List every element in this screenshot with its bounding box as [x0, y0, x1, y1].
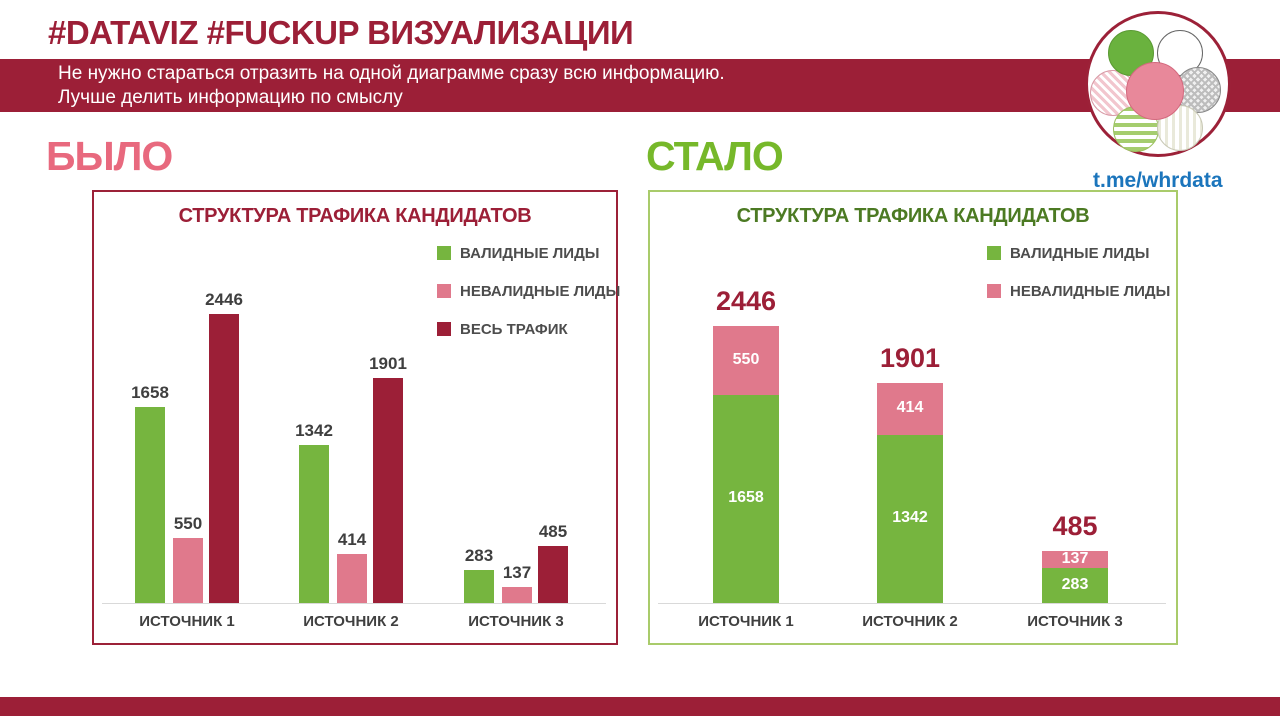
telegram-link[interactable]: t.me/whrdata — [1093, 169, 1223, 192]
bar-value-label: 485 — [538, 522, 568, 541]
legend-item: ВЕСЬ ТРАФИК — [437, 320, 620, 338]
segment-value-label: 1658 — [728, 489, 764, 506]
page-title: #DATAVIZ #FUCKUP ВИЗУАЛИЗАЦИИ — [48, 14, 634, 51]
segment-value-label: 550 — [732, 350, 760, 368]
legend-item: НЕВАЛИДНЫЕ ЛИДЫ — [437, 282, 620, 300]
bar-segment — [135, 407, 165, 603]
chart-after-title: СТРУКТУРА ТРАФИКА КАНДИДАТОВ — [736, 205, 1090, 227]
legend-item: ВАЛИДНЫЕ ЛИДЫ — [987, 244, 1170, 262]
bar-value-label: 1658 — [131, 383, 169, 402]
segment-value-label: 137 — [1061, 549, 1089, 567]
total-value-label: 2446 — [715, 286, 777, 316]
total-value-label: 485 — [1052, 511, 1098, 541]
bar-value-label: 414 — [337, 530, 367, 549]
chart-before-title: СТРУКТУРА ТРАФИКА КАНДИДАТОВ — [178, 205, 532, 227]
x-axis-line — [102, 603, 606, 604]
segment-value-label: 414 — [896, 399, 924, 416]
stacked-bar-segment — [1042, 551, 1108, 568]
x-axis-label: ИСТОЧНИК 1 — [698, 613, 794, 630]
logo-petal-checkered-icon — [1175, 67, 1221, 113]
total-value-label: 1901 — [879, 343, 941, 373]
chart-after-legend: ВАЛИДНЫЕ ЛИДЫ НЕВАЛИДНЫЕ ЛИДЫ — [987, 244, 1170, 320]
chart-after-plot: ИСТОЧНИК 1 ИСТОЧНИК 2 ИСТОЧНИК 3 1658 550 244… — [650, 192, 1176, 643]
legend-label: ВЕСЬ ТРАФИК — [460, 320, 568, 338]
legend-color-swatch-icon — [437, 284, 451, 298]
subtitle-banner: Не нужно стараться отразить на одной диа… — [0, 59, 1280, 112]
chart-before-legend: ВАЛИДНЫЕ ЛИДЫ НЕВАЛИДНЫЕ ЛИДЫ ВЕСЬ ТРАФИК — [437, 244, 620, 358]
bar-value-label: 1901 — [369, 354, 407, 373]
x-axis-label: ИСТОЧНИК 2 — [303, 613, 399, 630]
bar-value-label: 1342 — [295, 421, 333, 440]
stacked-bar-segment — [713, 326, 779, 395]
stacked-bar-segment — [877, 435, 943, 603]
bar-segment — [538, 546, 568, 603]
bar-value-label: 283 — [464, 546, 494, 565]
x-axis-line — [658, 603, 1166, 604]
bar-segment — [209, 314, 239, 603]
chart-before-plot: ИСТОЧНИК 1 ИСТОЧНИК 2 ИСТОЧНИК 3 1658 550 244… — [94, 192, 616, 643]
bar-value-label: 137 — [502, 563, 532, 582]
footer-bar — [0, 697, 1280, 716]
whrdata-logo-icon — [1085, 11, 1231, 157]
bar-segment — [502, 587, 532, 603]
stacked-bar-segment — [877, 383, 943, 435]
chart-before: СТРУКТУРА ТРАФИКА КАНДИДАТОВ ВАЛИДНЫЕ ЛИ… — [92, 190, 620, 645]
bar-segment — [464, 570, 494, 603]
legend-color-swatch-icon — [987, 246, 1001, 260]
stacked-bar-segment — [713, 395, 779, 603]
legend-color-swatch-icon — [437, 322, 451, 336]
bar-segment — [337, 554, 367, 603]
stacked-bar-segment — [1042, 568, 1108, 603]
chart-after: СТРУКТУРА ТРАФИКА КАНДИДАТОВ ВАЛИДНЫЕ ЛИ… — [648, 190, 1178, 645]
legend-color-swatch-icon — [987, 284, 1001, 298]
legend-label: НЕВАЛИДНЫЕ ЛИДЫ — [460, 282, 621, 300]
x-axis-label: ИСТОЧНИК 1 — [139, 613, 235, 630]
x-axis-label: ИСТОЧНИК 3 — [468, 613, 564, 630]
bar-segment — [373, 378, 403, 603]
after-heading: СТАЛО — [646, 133, 784, 179]
subtitle-line-2: Лучше делить информацию по смыслу — [58, 87, 403, 108]
x-axis-label: ИСТОЧНИК 3 — [1027, 613, 1123, 630]
bar-value-label: 550 — [173, 514, 203, 533]
x-axis-label: ИСТОЧНИК 2 — [862, 613, 958, 630]
bar-segment — [299, 445, 329, 603]
legend-item: НЕВАЛИДНЫЕ ЛИДЫ — [987, 282, 1170, 300]
subtitle-line-1: Не нужно стараться отразить на одной диа… — [58, 63, 725, 84]
legend-label: ВАЛИДНЫЕ ЛИДЫ — [1010, 244, 1150, 262]
bar-segment — [173, 538, 203, 603]
bar-value-label: 2446 — [205, 290, 243, 309]
legend-item: ВАЛИДНЫЕ ЛИДЫ — [437, 244, 620, 262]
logo-center-circle-icon — [1126, 62, 1184, 120]
legend-label: НЕВАЛИДНЫЕ ЛИДЫ — [1010, 282, 1171, 300]
segment-value-label: 283 — [1061, 575, 1089, 593]
before-heading: БЫЛО — [46, 133, 173, 179]
legend-color-swatch-icon — [437, 246, 451, 260]
segment-value-label: 1342 — [892, 509, 928, 526]
legend-label: ВАЛИДНЫЕ ЛИДЫ — [460, 244, 600, 262]
